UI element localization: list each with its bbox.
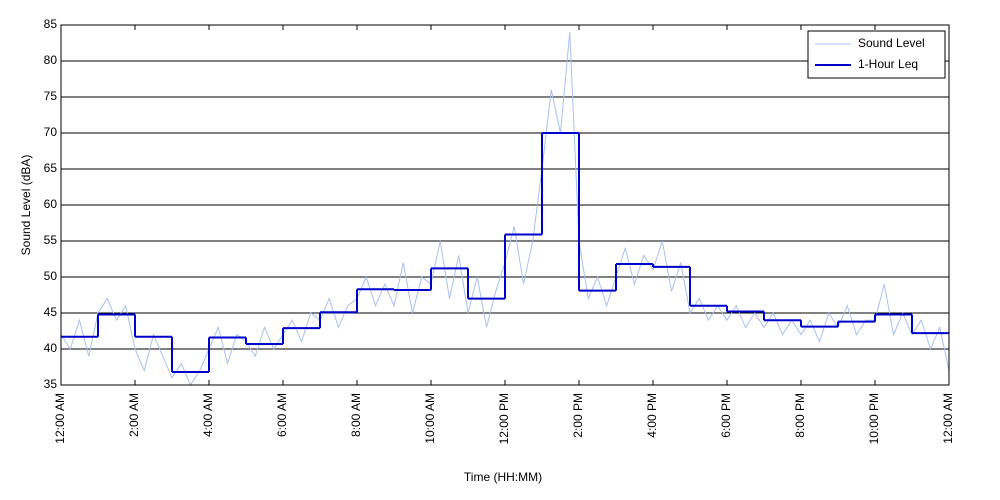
y-tick-label: 70 [44,125,58,139]
x-tick-label: 12:00 AM [941,393,955,444]
x-axis-label: Time (HH:MM) [464,470,542,484]
x-tick-label: 2:00 PM [571,393,585,438]
x-tick-label: 6:00 AM [275,393,289,437]
x-tick-label: 8:00 PM [793,393,807,438]
legend-box [807,30,946,79]
y-tick-label: 85 [44,17,58,31]
legend-label: Sound Level [858,36,925,50]
x-tick-label: 12:00 AM [53,393,67,444]
x-tick-label: 12:00 PM [497,393,511,444]
y-axis-label: Sound Level (dBA) [19,155,33,256]
y-tick-label: 65 [44,161,58,175]
legend-label: 1-Hour Leq [858,57,918,71]
x-tick-label: 6:00 PM [719,393,733,438]
x-tick-label: 10:00 AM [423,393,437,444]
y-tick-label: 40 [44,341,58,355]
y-tick-label: 80 [44,53,58,67]
x-tick-label: 10:00 PM [867,393,881,444]
y-tick-label: 35 [44,377,58,391]
x-tick-label: 4:00 PM [645,393,659,438]
y-tick-label: 55 [44,233,58,247]
plot-frame [60,24,950,386]
x-tick-label: 8:00 AM [349,393,363,437]
y-tick-label: 60 [44,197,58,211]
y-tick-label: 45 [44,305,58,319]
y-tick-label: 50 [44,269,58,283]
x-tick-label: 4:00 AM [201,393,215,437]
x-tick-label: 2:00 AM [127,393,141,437]
y-tick-label: 75 [44,89,58,103]
plot-series [61,32,949,385]
